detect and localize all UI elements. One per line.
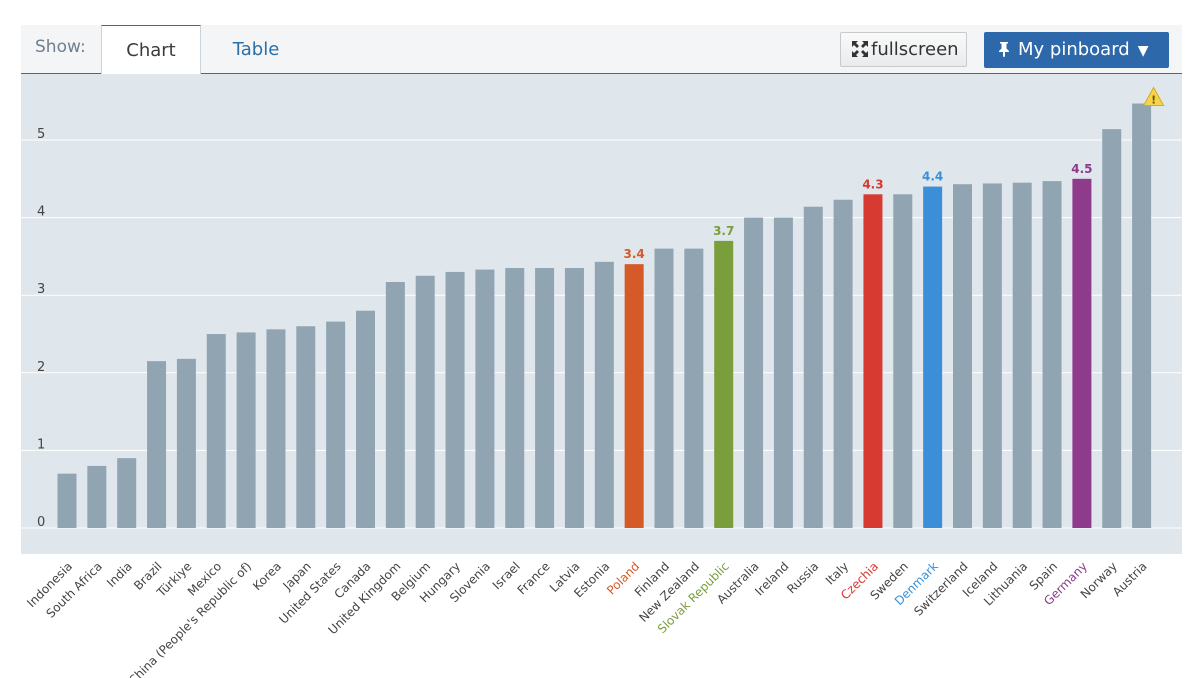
bar (803, 206, 823, 528)
bar (356, 310, 375, 528)
toolbar: Show: Chart Table fullscreen My pinboard… (21, 25, 1182, 74)
bar (1042, 181, 1062, 529)
pin-icon (999, 42, 1009, 57)
chevron-down-icon: ▼ (1137, 43, 1149, 59)
y-tick-label: 4 (37, 205, 45, 220)
x-tick-label: India (104, 559, 135, 590)
bar (176, 358, 196, 528)
fullscreen-icon (852, 41, 868, 57)
bar (87, 465, 107, 528)
bar (714, 240, 734, 528)
y-tick-label: 2 (37, 360, 45, 375)
bar (296, 326, 316, 528)
bar (505, 268, 525, 528)
y-tick-label: 0 (37, 515, 45, 530)
data-label: 4.5 (1071, 162, 1092, 176)
tab-chart[interactable]: Chart (101, 25, 201, 74)
fullscreen-label: fullscreen (871, 39, 959, 60)
bar (953, 184, 972, 528)
bar (863, 194, 883, 528)
bar (415, 275, 435, 528)
tab-table[interactable]: Table (232, 39, 280, 60)
bar (236, 332, 256, 528)
data-label: 4.3 (862, 177, 883, 191)
bar (564, 268, 584, 528)
bar (654, 248, 674, 528)
bar (773, 217, 793, 528)
y-tick-label: 1 (37, 437, 45, 452)
bar (266, 329, 286, 528)
bar (326, 321, 346, 528)
bar (833, 199, 853, 528)
bar (57, 473, 77, 528)
x-tick-label: Russia (784, 559, 821, 596)
bar (624, 264, 644, 528)
show-label: Show: (35, 37, 86, 57)
data-label: 3.7 (713, 224, 734, 238)
bar (117, 458, 137, 528)
x-tick-label: Ireland (752, 559, 791, 598)
warning-icon-glyph: ! (1151, 94, 1156, 107)
pinboard-button[interactable]: My pinboard ▼ (984, 32, 1169, 68)
y-tick-label: 5 (37, 127, 45, 142)
data-label: 4.4 (922, 170, 943, 184)
bar (744, 217, 764, 528)
bar (445, 271, 465, 528)
bar (893, 194, 913, 528)
bar (206, 334, 226, 528)
bar (594, 261, 614, 528)
pinboard-label: My pinboard (1018, 39, 1130, 60)
bar (535, 268, 555, 528)
bar (1072, 178, 1092, 529)
x-tick-label: France (515, 559, 553, 597)
bar (147, 361, 167, 528)
bar (1132, 103, 1152, 528)
bar (475, 269, 495, 528)
data-label: 3.4 (624, 247, 645, 261)
bar (923, 186, 943, 528)
y-tick-label: 3 (37, 282, 45, 297)
bar (1102, 129, 1122, 529)
warning-icon (1142, 86, 1165, 107)
bar (385, 282, 405, 528)
x-tick-label: Korea (250, 559, 284, 593)
bar (684, 248, 704, 528)
bar (982, 183, 1002, 528)
bar (1012, 182, 1032, 528)
fullscreen-button[interactable]: fullscreen (840, 32, 967, 67)
